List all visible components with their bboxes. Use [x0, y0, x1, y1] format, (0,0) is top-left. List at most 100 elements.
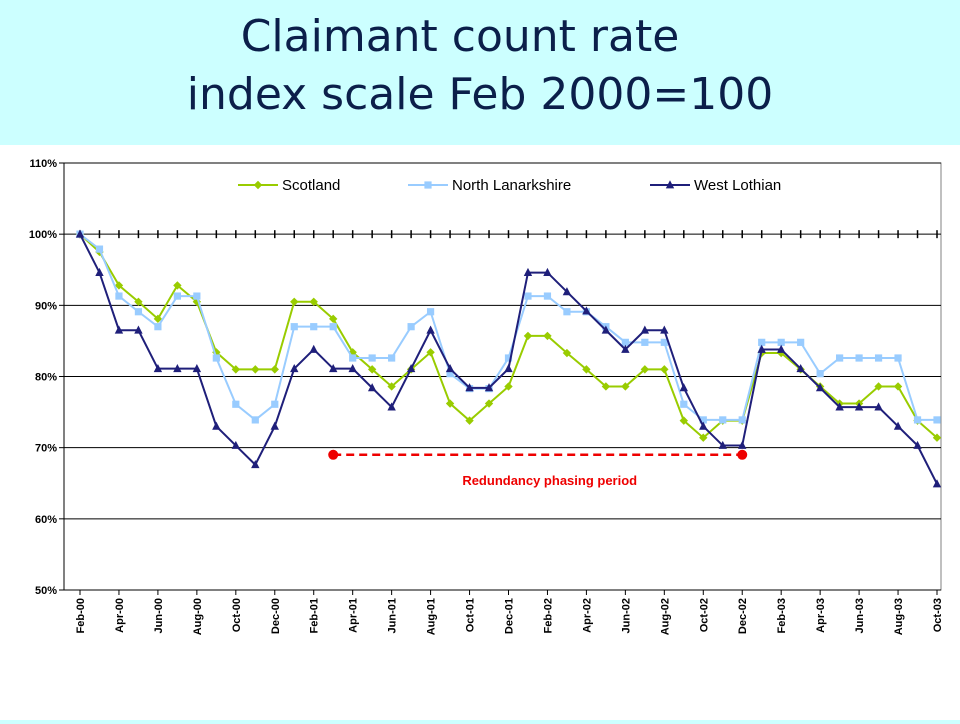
data-point [835, 402, 844, 411]
data-point [426, 325, 435, 334]
x-tick-label: Oct-01 [465, 598, 477, 632]
data-point [484, 399, 494, 408]
x-tick-label: Apr-01 [348, 598, 360, 633]
x-tick-label: Apr-03 [815, 598, 827, 633]
series-west-lothian [75, 229, 942, 488]
x-tick-label: Apr-02 [581, 598, 593, 633]
title-line-2: index scale Feb 2000=100 [186, 69, 774, 120]
data-point [699, 433, 708, 442]
data-point [95, 245, 104, 253]
data-point [621, 344, 630, 353]
x-tick-label: Oct-03 [932, 598, 944, 632]
data-point [193, 292, 201, 300]
data-point [465, 383, 474, 392]
y-tick-label: 100% [29, 229, 57, 241]
data-point [524, 292, 532, 300]
data-point [329, 363, 338, 373]
data-point [504, 382, 513, 391]
data-point [757, 344, 766, 353]
y-tick-label: 110% [29, 158, 57, 170]
x-tick-label: Jun-01 [387, 598, 399, 633]
x-tick-label: Feb-01 [309, 598, 321, 633]
x-tick-label: Aug-03 [893, 598, 905, 635]
data-point [173, 281, 182, 290]
data-point [640, 325, 650, 334]
data-point [660, 325, 669, 334]
data-point [251, 460, 260, 469]
data-point [660, 365, 669, 374]
data-point [484, 383, 494, 392]
data-point [932, 479, 942, 488]
data-point [679, 416, 688, 425]
x-tick-label: Dec-00 [270, 598, 282, 634]
data-point [406, 363, 416, 373]
data-point [854, 402, 864, 411]
data-point [270, 421, 279, 430]
page-title: Claimant count rate index scale Feb 2000… [0, 8, 960, 124]
data-point [504, 363, 513, 373]
data-point [445, 399, 455, 408]
data-point [290, 323, 298, 331]
x-tick-label: Feb-03 [776, 598, 788, 633]
y-tick-label: 60% [35, 514, 57, 526]
data-point [932, 433, 942, 442]
data-point [348, 363, 357, 373]
data-point [134, 297, 143, 306]
data-point [797, 338, 805, 346]
data-point [874, 402, 883, 411]
x-tick-label: Oct-02 [698, 598, 710, 632]
data-point [329, 314, 338, 324]
data-point [621, 382, 630, 391]
x-tick-label: Feb-00 [75, 598, 87, 633]
legend-marker [424, 181, 432, 189]
data-point [95, 267, 104, 276]
data-point [815, 383, 825, 392]
data-point [309, 297, 318, 306]
data-point [173, 363, 182, 373]
data-point [777, 338, 785, 346]
data-point [776, 344, 786, 353]
data-point [543, 331, 552, 341]
data-point [504, 354, 513, 362]
data-point [836, 354, 844, 362]
y-tick-label: 80% [35, 372, 57, 384]
x-tick-label: Dec-02 [737, 598, 749, 634]
data-point [387, 402, 396, 411]
series-north-lanarkshire [76, 230, 941, 424]
data-point [758, 338, 766, 346]
data-point [192, 363, 202, 373]
data-point [173, 292, 181, 300]
annotation-start-dot [328, 449, 339, 460]
data-point [290, 297, 299, 306]
data-point [349, 354, 357, 362]
data-point [154, 323, 162, 331]
data-point [874, 354, 883, 362]
data-point [387, 382, 396, 391]
data-point [796, 363, 805, 373]
data-point [913, 440, 922, 449]
data-point [115, 292, 123, 300]
data-point [855, 354, 863, 362]
data-point [933, 416, 941, 424]
annotation-end-dot [737, 449, 748, 460]
data-point [523, 267, 533, 276]
data-point [601, 325, 611, 334]
data-point [310, 323, 318, 331]
data-point [153, 314, 163, 324]
data-point [153, 363, 163, 373]
data-point [367, 383, 377, 392]
data-point [718, 440, 727, 449]
data-point [114, 325, 124, 334]
data-point [290, 363, 299, 373]
data-point [543, 267, 552, 276]
data-point [563, 308, 571, 316]
legend-item: North Lanarkshire [408, 177, 571, 194]
data-point [699, 421, 708, 430]
x-tick-label: Jun-02 [620, 598, 632, 633]
data-point [738, 416, 746, 424]
data-point [251, 416, 259, 424]
data-point [641, 338, 649, 346]
line-chart: 50% 60% 70% 80% 90% 100% 110% Feb-00 Apr-00 Jun-… [29, 158, 944, 635]
y-tick-label: 70% [35, 443, 57, 455]
title-line-1: Claimant count rate [240, 11, 680, 62]
